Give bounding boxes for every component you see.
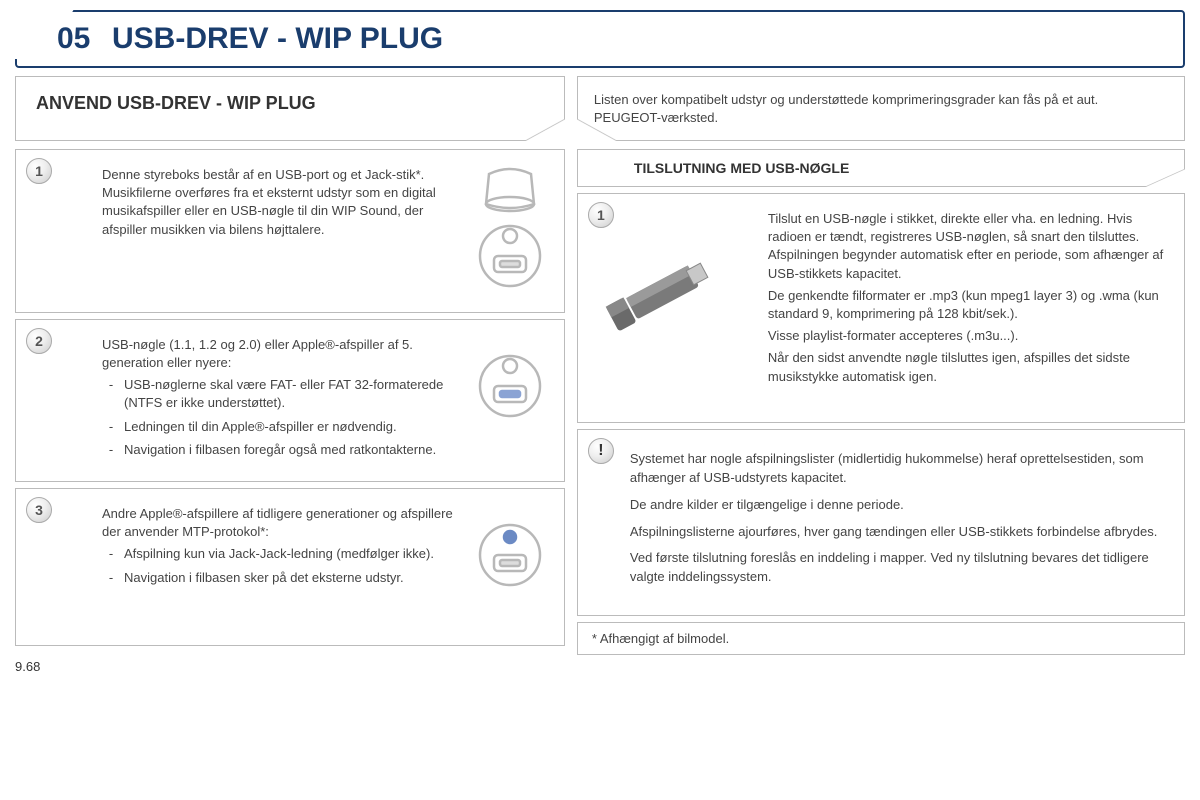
left-column: 1 Denne styreboks består af en USB-port … xyxy=(15,149,565,655)
page-number: 9.68 xyxy=(15,659,1185,674)
step-badge-3: 3 xyxy=(26,497,52,523)
main-columns: 1 Denne styreboks består af en USB-port … xyxy=(15,149,1185,655)
subheader-title: ANVEND USB-DREV - WIP PLUG xyxy=(36,93,544,114)
right-section-header: TILSLUTNING MED USB-NØGLE xyxy=(577,149,1185,187)
subheader-box: ANVEND USB-DREV - WIP PLUG xyxy=(15,76,565,141)
warn-p4: Ved første tilslutning foreslås en indde… xyxy=(630,549,1158,587)
step3-bullet-1: Afspilning kun via Jack-Jack-ledning (me… xyxy=(124,545,456,563)
intro-text: Listen over kompatibelt udstyr og unders… xyxy=(594,92,1098,125)
step1-text: Denne styreboks består af en USB-port og… xyxy=(102,166,456,239)
right-step1-p2: De genkendte filformater er .mp3 (kun mp… xyxy=(768,287,1170,323)
step-badge-2: 2 xyxy=(26,328,52,354)
warning-icon: ! xyxy=(588,438,614,464)
left-step-3: 3 Andre Apple®-afspillere af tidligere g… xyxy=(15,488,565,646)
left-step-2: 2 USB-nøgle (1.1, 1.2 og 2.0) eller Appl… xyxy=(15,319,565,482)
step2-lead: USB-nøgle (1.1, 1.2 og 2.0) eller Apple®… xyxy=(102,336,456,372)
right-header-title: TILSLUTNING MED USB-NØGLE xyxy=(634,160,849,176)
right-step1-p1: Tilslut en USB-nøgle i stikket, direkte … xyxy=(768,210,1170,283)
right-column: TILSLUTNING MED USB-NØGLE 1 xyxy=(577,149,1185,655)
usb-port-closed-icon xyxy=(470,336,550,436)
footnote-box: * Afhængigt af bilmodel. xyxy=(577,622,1185,655)
warning-box: ! Systemet har nogle afspilningslister (… xyxy=(577,429,1185,616)
usb-stick-icon xyxy=(594,210,734,340)
usb-port-jack-icon xyxy=(470,505,550,605)
right-step-badge-1: 1 xyxy=(588,202,614,228)
intro-box: Listen over kompatibelt udstyr og unders… xyxy=(577,76,1185,141)
right-step1-p4: Når den sidst anvendte nøgle tilsluttes … xyxy=(768,349,1170,385)
step3-bullet-2: Navigation i filbasen sker på det ekster… xyxy=(124,569,456,587)
warn-p2: De andre kilder er tilgængelige i denne … xyxy=(630,496,1158,515)
page-header: 05 USB-DREV - WIP PLUG xyxy=(15,10,1185,68)
footnote-text: * Afhængigt af bilmodel. xyxy=(592,631,729,646)
usb-port-open-icon xyxy=(470,166,550,296)
step3-lead: Andre Apple®-afspillere af tidligere gen… xyxy=(102,505,456,541)
subheader-row: ANVEND USB-DREV - WIP PLUG Listen over k… xyxy=(15,76,1185,141)
step-badge-1: 1 xyxy=(26,158,52,184)
left-step-1: 1 Denne styreboks består af en USB-port … xyxy=(15,149,565,313)
step2-bullet-2: Ledningen til din Apple®-afspiller er nø… xyxy=(124,418,456,436)
section-number: 05 xyxy=(57,22,90,56)
step2-bullet-1: USB-nøglerne skal være FAT- eller FAT 32… xyxy=(124,376,456,411)
warn-p1: Systemet har nogle afspilningslister (mi… xyxy=(630,450,1158,488)
warn-p3: Afspilningslisterne ajourføres, hver gan… xyxy=(630,523,1158,542)
section-title: USB-DREV - WIP PLUG xyxy=(112,22,443,56)
right-step-1: 1 Tilslut en USB-nøgle i stikket, xyxy=(577,193,1185,423)
step2-bullet-3: Navigation i filbasen foregår også med r… xyxy=(124,441,456,459)
right-step1-p3: Visse playlist-formater accepteres (.m3u… xyxy=(768,327,1170,345)
